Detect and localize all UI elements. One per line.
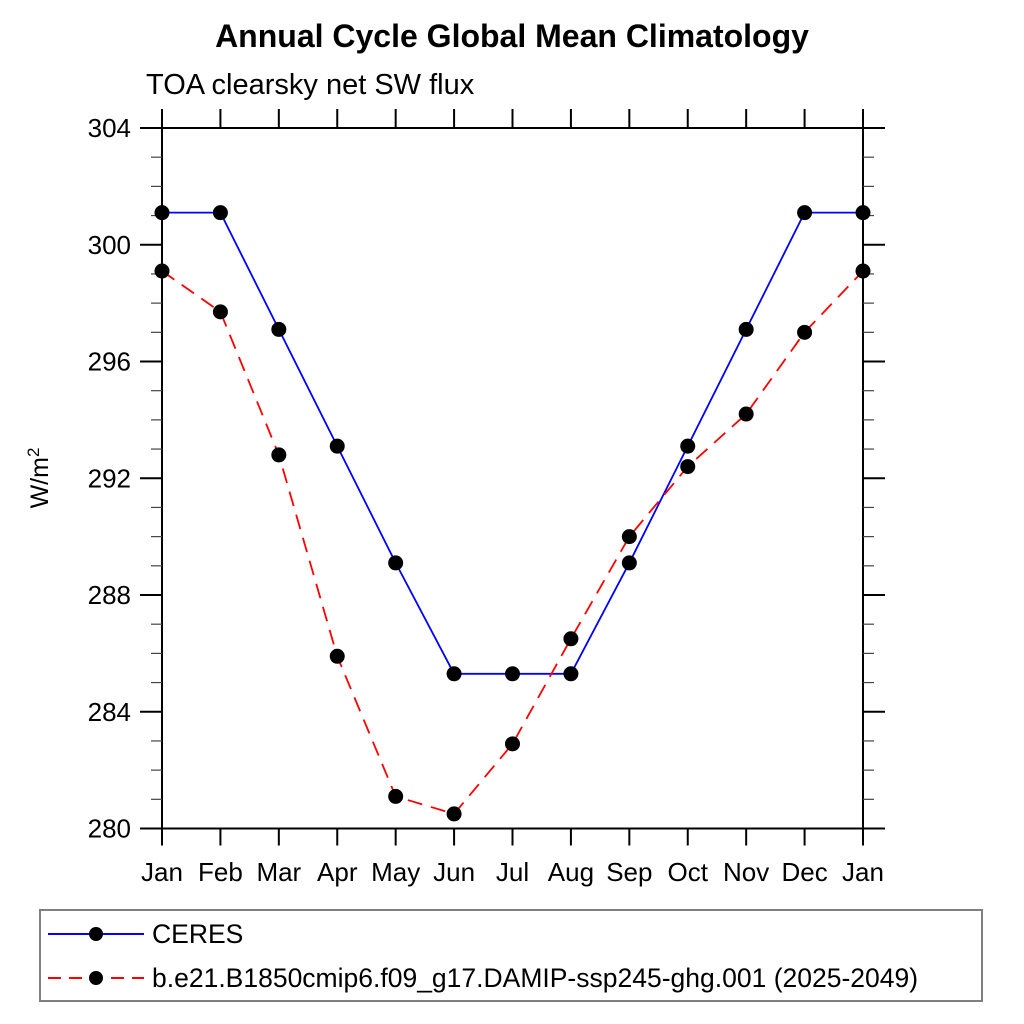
legend-label-ceres: CERES <box>152 918 244 949</box>
y-tick-label: 284 <box>88 697 131 727</box>
data-point-marker <box>855 263 871 279</box>
plot-area: Jan Feb Mar Apr May Jun Jul Aug Sep Oct Nov Dec Jan 2… <box>24 109 885 887</box>
data-point-marker <box>855 205 871 221</box>
data-point-marker <box>621 529 637 545</box>
x-tick-label: Nov <box>723 857 769 887</box>
model-line <box>161 270 864 815</box>
plot-frame <box>161 127 864 830</box>
data-point-marker <box>154 205 170 221</box>
data-point-marker <box>738 406 754 422</box>
x-tick-label: Feb <box>198 857 243 887</box>
y-tick-label: 288 <box>88 580 131 610</box>
ceres-line-sample <box>48 927 144 941</box>
x-tick-label: Mar <box>256 857 301 887</box>
x-tick-label: Jun <box>433 857 475 887</box>
data-point-marker <box>388 555 404 571</box>
data-point-marker <box>680 438 696 454</box>
legend-label-model: b.e21.B1850cmip6.f09_g17.DAMIP-ssp245-gh… <box>152 962 919 993</box>
data-point-marker <box>505 736 520 752</box>
data-point-marker <box>212 205 228 221</box>
chart-subtitle: TOA clearsky net SW flux <box>146 69 475 101</box>
x-tick-label: Apr <box>317 857 358 887</box>
data-point-marker <box>621 555 637 571</box>
model-line-sample <box>48 971 144 985</box>
data-point-marker <box>271 321 287 337</box>
x-tick-label: Sep <box>606 857 652 887</box>
legend-item-model: b.e21.B1850cmip6.f09_g17.DAMIP-ssp245-gh… <box>41 956 981 1000</box>
data-point-marker <box>212 304 228 320</box>
y-axis-label: W/m2 <box>24 448 54 509</box>
data-point-marker <box>505 666 520 682</box>
x-tick-label: Jan <box>842 857 884 887</box>
data-point-marker <box>446 666 462 682</box>
data-point-marker <box>797 205 813 221</box>
x-tick-label: Jan <box>141 857 183 887</box>
x-tick-label: Aug <box>548 857 594 887</box>
chart-title: Annual Cycle Global Mean Climatology <box>215 18 809 54</box>
x-tick-label: Oct <box>668 857 709 887</box>
x-tick-label: Dec <box>781 857 827 887</box>
x-tick-label: May <box>371 857 420 887</box>
data-point-marker <box>446 806 462 822</box>
data-point-marker <box>680 459 696 475</box>
data-point-marker <box>271 447 287 463</box>
data-point-marker <box>563 631 579 647</box>
y-tick-label: 304 <box>88 113 131 143</box>
data-point-marker <box>738 321 754 337</box>
y-tick-label: 300 <box>88 230 131 260</box>
data-point-marker <box>797 324 813 340</box>
y-tick-label: 292 <box>88 463 131 493</box>
ceres-line <box>162 211 863 675</box>
data-point-marker <box>388 788 404 804</box>
x-tick-label: Jul <box>496 857 529 887</box>
y-tick-label: 296 <box>88 347 131 377</box>
legend-box: CERES b.e21.B1850cmip6.f09_g17.DAMIP-ssp… <box>39 909 983 1002</box>
data-point-marker <box>329 648 345 664</box>
legend-item-ceres: CERES <box>41 912 981 956</box>
data-point-marker <box>154 263 170 279</box>
data-point-marker <box>329 438 345 454</box>
data-point-marker <box>563 666 579 682</box>
y-tick-label: 280 <box>88 814 131 844</box>
